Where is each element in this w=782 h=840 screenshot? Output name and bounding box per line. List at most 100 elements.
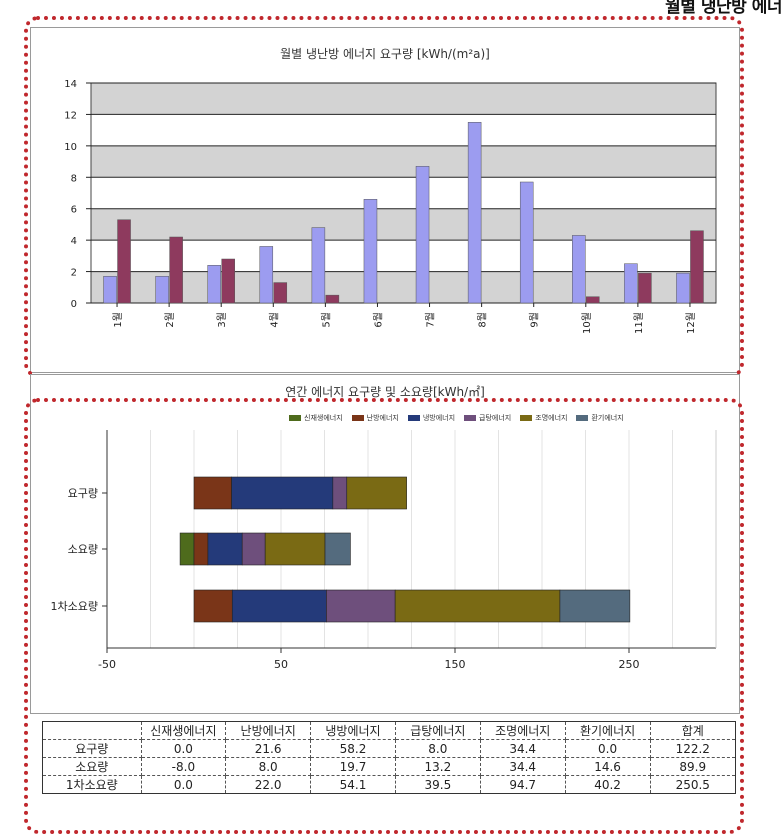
bar-segment xyxy=(231,476,334,510)
legend-label: 냉방에너지 xyxy=(422,414,456,422)
bar-segment xyxy=(264,532,326,566)
x-tick-label: 8월 xyxy=(477,312,489,328)
y-tick-label: 8 xyxy=(71,173,77,184)
x-tick-label: 250 xyxy=(619,658,640,671)
grid-band xyxy=(91,83,716,115)
y-tick-label: 2 xyxy=(71,268,77,279)
x-tick-label: 7월 xyxy=(425,312,437,328)
legend-item: 급탕에너지 xyxy=(464,413,511,423)
x-tick-label: 12월 xyxy=(685,312,697,334)
legend-item: 신재생에너지 xyxy=(289,413,343,423)
y-tick-label: 요구량 xyxy=(68,487,98,500)
legend-swatch xyxy=(407,415,420,421)
bar xyxy=(363,199,378,304)
bar-segment xyxy=(559,589,631,623)
annual-chart-title: 연간 에너지 요구량 및 소요량[kWh/㎡] xyxy=(285,385,485,399)
legend-swatch xyxy=(576,415,589,421)
annual-chart-panel: 연간 에너지 요구량 및 소요량[kWh/㎡] 신재생에너지 난방에너지 냉방에너지… xyxy=(30,374,740,714)
y-tick-label: 10 xyxy=(64,142,77,153)
annual-section-highlight xyxy=(24,398,744,834)
monthly-chart-title: 월별 냉난방 에너지 요구량 [kWh/(m²a)] xyxy=(280,47,490,61)
legend-swatch xyxy=(351,415,364,421)
bar xyxy=(103,276,117,304)
bar xyxy=(638,272,652,304)
x-tick-label: 11월 xyxy=(633,312,645,334)
table-cell: 40.2 xyxy=(564,775,651,794)
bar xyxy=(676,272,690,304)
bar xyxy=(325,294,340,304)
legend-label: 환기에너지 xyxy=(591,414,624,422)
monthly-chart-highlight xyxy=(24,16,744,378)
grid-band xyxy=(91,208,716,241)
bar-segment xyxy=(193,476,232,510)
table-cell: 94.7 xyxy=(479,775,566,794)
bar xyxy=(311,227,326,304)
x-tick-label: 6월 xyxy=(372,312,384,328)
x-tick-label: 5월 xyxy=(320,312,332,328)
legend-item: 냉방에너지 xyxy=(407,413,456,423)
table-cell: 1차소요량 xyxy=(42,775,142,794)
page-title: 월별 냉난방 에너 xyxy=(665,0,782,17)
bar-segment xyxy=(326,589,396,623)
table-cell: 22.0 xyxy=(225,775,312,794)
x-tick-label: 150 xyxy=(445,658,466,671)
bar xyxy=(467,122,482,304)
table-cell: 21.6 xyxy=(225,739,312,758)
x-tick-label: 3월 xyxy=(216,312,228,328)
grid-band xyxy=(91,271,716,303)
bar xyxy=(259,246,274,304)
monthly-chart: 0 2 4 6 8 10 12 14 1월 2월 3월 4월 5월 6월 7월 8월 9월 10월 11월 12월 xyxy=(64,79,717,334)
y-tick-label: 4 xyxy=(71,236,77,247)
bar xyxy=(169,236,183,304)
legend-item: 난방에너지 xyxy=(351,413,399,423)
legend-label: 조명에너지 xyxy=(535,414,568,422)
x-tick-label: 2월 xyxy=(164,312,176,328)
x-tick-label: 9월 xyxy=(529,312,541,328)
legend-swatch xyxy=(520,415,533,421)
bar-segment xyxy=(193,589,233,623)
grid-band xyxy=(91,145,716,178)
x-tick-label: 50 xyxy=(274,658,288,671)
bar xyxy=(207,265,221,304)
table-row: 요구량 0.0 21.6 58.2 8.0 34.4 0.0 122.2 xyxy=(42,739,736,758)
table-cell: 39.5 xyxy=(394,775,481,794)
table-cell: 19.7 xyxy=(310,757,396,776)
table-row: 1차소요량 0.0 22.0 54.1 39.5 94.7 40.2 250.5 xyxy=(42,775,736,794)
y-tick-label: 14 xyxy=(64,79,77,90)
table-cell: 13.2 xyxy=(394,757,481,776)
y-tick-label: 0 xyxy=(71,299,77,310)
table-cell: 250.5 xyxy=(649,775,736,794)
bar xyxy=(273,282,288,304)
legend-label: 난방에너지 xyxy=(366,414,399,422)
y-tick-label: 1차소요량 xyxy=(51,600,98,613)
bar xyxy=(624,263,638,304)
table-cell: 89.9 xyxy=(649,757,736,776)
legend-label: 신재생에너지 xyxy=(304,414,343,422)
table-cell: 0.0 xyxy=(140,775,227,794)
bar-segment xyxy=(346,476,407,510)
legend-label: 급탕에너지 xyxy=(479,414,512,422)
x-tick-label: 1월 xyxy=(112,312,124,328)
x-tick-label: 4월 xyxy=(268,312,280,328)
bar xyxy=(221,258,235,304)
x-tick-label: 10월 xyxy=(581,312,593,334)
legend-item: 조명에너지 xyxy=(520,413,567,423)
table-header-cell: 합계 xyxy=(649,721,736,740)
y-tick-label: 12 xyxy=(64,110,77,121)
table-cell: 122.2 xyxy=(649,739,736,758)
table-cell: 54.1 xyxy=(310,775,396,794)
legend-item: 환기에너지 xyxy=(576,413,624,423)
table-cell: 8.0 xyxy=(225,757,312,776)
bar-segment xyxy=(324,532,351,566)
bar xyxy=(690,230,704,304)
bar-segment xyxy=(231,589,327,623)
legend-swatch xyxy=(289,415,301,421)
bar xyxy=(586,296,600,304)
bar xyxy=(572,235,586,304)
bar xyxy=(155,276,169,304)
energy-summary-table: 신재생에너지 난방에너지 냉방에너지 급탕에너지 조명에너지 환기에너지 합계 요구량 0.0 2… xyxy=(42,721,736,794)
monthly-chart-panel: 월별 냉난방 에너지 요구량 [kWh/(m²a)] 0 2 4 6 8 10 12 14 1월… xyxy=(30,27,740,373)
bar xyxy=(519,181,534,304)
y-tick-label: 소요량 xyxy=(68,543,98,556)
